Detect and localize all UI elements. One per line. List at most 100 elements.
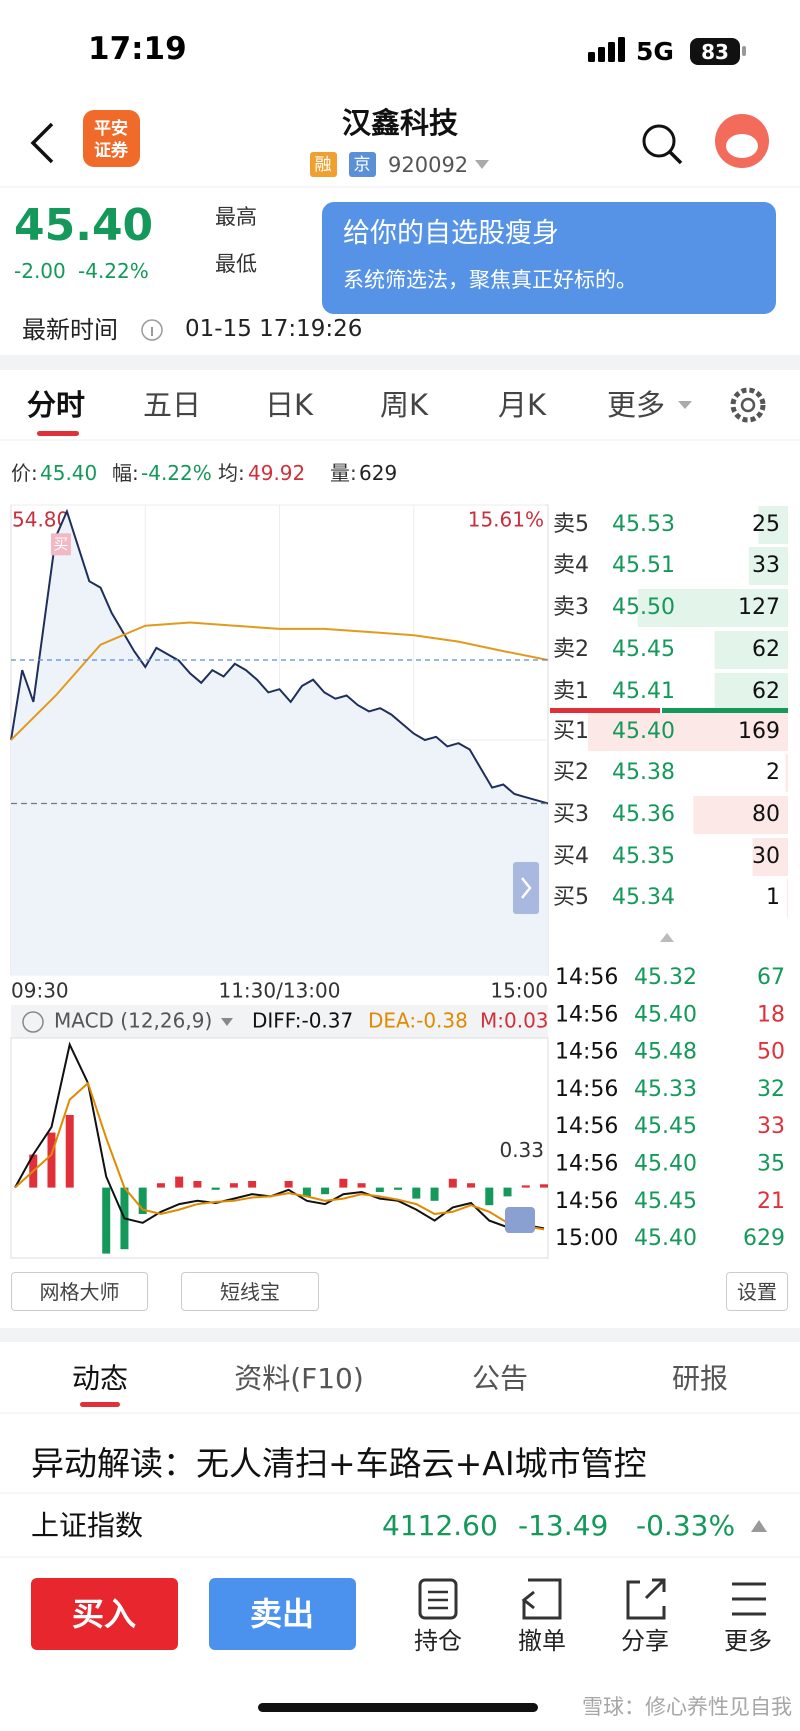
- book-volume: 2: [766, 760, 780, 785]
- avatar-face: [726, 134, 758, 158]
- battery: [690, 38, 740, 65]
- series-line: [10, 508, 549, 805]
- trade-price: 45.48: [634, 1040, 697, 1065]
- quote-time: 01-15 17:19:26: [185, 316, 363, 343]
- index-name: 上证指数: [31, 1509, 144, 1543]
- macd-bar: [357, 1183, 366, 1188]
- content-tab[interactable]: 资料(F10): [234, 1362, 364, 1396]
- book-price: 45.45: [612, 637, 675, 662]
- action-label: 分享: [621, 1626, 669, 1655]
- trade-volume: 21: [757, 1189, 785, 1214]
- content-tab[interactable]: 公告: [471, 1362, 529, 1396]
- book-level: 买5: [553, 885, 589, 910]
- depth-bar: [637, 589, 788, 627]
- book-level: 卖5: [553, 512, 589, 537]
- macd-indicator: M:0.03: [480, 1009, 549, 1033]
- tag: 京: [353, 154, 371, 175]
- depth-bar: [693, 796, 788, 834]
- y2-tick-label: 15.61%: [468, 508, 544, 532]
- index-change: -13.49: [518, 1509, 609, 1543]
- tool-button[interactable]: [11, 1272, 148, 1311]
- info-label: 价:: [11, 461, 38, 485]
- book-level: 卖2: [553, 637, 589, 662]
- stock-code: 920092: [388, 153, 469, 178]
- series-line: [10, 621, 549, 741]
- info-value: 45.40: [40, 461, 98, 485]
- back-button[interactable]: [30, 122, 54, 164]
- trade-volume: 18: [757, 1002, 785, 1027]
- macd-bar: [156, 1183, 165, 1188]
- book-price: 45.35: [612, 844, 675, 869]
- book-volume: 30: [752, 844, 780, 869]
- book-price: 45.34: [612, 885, 675, 910]
- depth-bar: [758, 506, 788, 544]
- expand-chevron: [521, 877, 532, 899]
- price-change-pct: -4.22%: [78, 259, 149, 283]
- info-value: 49.92: [248, 461, 306, 485]
- trade-price: 45.32: [634, 965, 697, 990]
- action-label: 持仓: [414, 1626, 462, 1655]
- period-tab[interactable]: 五日: [143, 387, 202, 422]
- tab-underline: [37, 431, 79, 436]
- period-tab[interactable]: 周K: [380, 387, 429, 422]
- macd-header: [11, 1005, 548, 1038]
- stock-name: 汉鑫科技: [341, 105, 459, 140]
- ratio-bar-buy: [550, 708, 660, 713]
- macd-indicator: DIFF:-0.37: [252, 1009, 353, 1033]
- watermark: 雪球：修心养性见自我: [582, 1695, 792, 1720]
- macd-line: [14, 1081, 545, 1231]
- book-volume: 62: [752, 679, 780, 704]
- dropdown-arrow: [221, 1018, 233, 1026]
- book-volume: 1: [766, 885, 780, 910]
- book-price: 45.51: [612, 553, 675, 578]
- ratio-bar-sell: [662, 708, 788, 713]
- tag-box: [310, 152, 337, 177]
- macd-bar: [302, 1187, 311, 1197]
- macd-bar: [175, 1176, 184, 1188]
- period-tab[interactable]: 日K: [265, 387, 314, 422]
- index-change-pct: -0.33%: [636, 1509, 736, 1543]
- tool-button[interactable]: [726, 1272, 788, 1311]
- dropdown-arrow: [475, 160, 489, 169]
- section-band: [0, 355, 800, 370]
- macd-bar: [412, 1187, 421, 1199]
- trade-time: 14:56: [555, 1077, 618, 1102]
- settings-button[interactable]: [730, 387, 766, 423]
- book-volume: 62: [752, 637, 780, 662]
- dropdown-arrow: [678, 401, 692, 409]
- icon-cancel: [521, 1578, 562, 1620]
- trade-volume: 67: [757, 965, 785, 990]
- period-tab[interactable]: 更多: [607, 387, 666, 422]
- period-tab[interactable]: 分时: [27, 387, 86, 422]
- y-tick-label: 0.33: [499, 1138, 544, 1162]
- tool-button[interactable]: [181, 1272, 319, 1311]
- sell-button[interactable]: [209, 1578, 356, 1650]
- book-level: 卖3: [553, 595, 589, 620]
- macd-tool-button: [505, 1207, 535, 1233]
- trade-time: 14:56: [555, 1040, 618, 1065]
- trade-price: 45.33: [634, 1077, 697, 1102]
- buy-marker: 买: [53, 535, 68, 553]
- trade-time: 15:00: [555, 1226, 618, 1251]
- book-price: 45.36: [612, 802, 675, 827]
- trade-volume: 50: [757, 1040, 785, 1065]
- book-level: 买1: [553, 719, 589, 744]
- info-label: 幅:: [112, 461, 139, 485]
- content-tab[interactable]: 研报: [671, 1362, 729, 1396]
- logo-text: 平安: [94, 118, 128, 139]
- macd-bar: [193, 1181, 202, 1188]
- book-price: 45.50: [612, 595, 675, 620]
- depth-bar: [786, 879, 788, 917]
- buy-button-label: 买入: [71, 1594, 137, 1633]
- macd-bar: [448, 1178, 457, 1188]
- news-headline[interactable]: 异动解读：无人清扫+车路云+AI城市管控: [31, 1444, 647, 1484]
- low-label: 最低: [215, 252, 257, 277]
- period-tab[interactable]: 月K: [498, 387, 547, 422]
- tool-button-label: 短线宝: [220, 1280, 280, 1304]
- macd-bar: [430, 1187, 439, 1201]
- depth-bar: [785, 754, 788, 792]
- depth-bar: [588, 713, 788, 751]
- buy-button[interactable]: [31, 1578, 178, 1650]
- search-button[interactable]: [642, 124, 676, 158]
- content-tab[interactable]: 动态: [71, 1362, 129, 1396]
